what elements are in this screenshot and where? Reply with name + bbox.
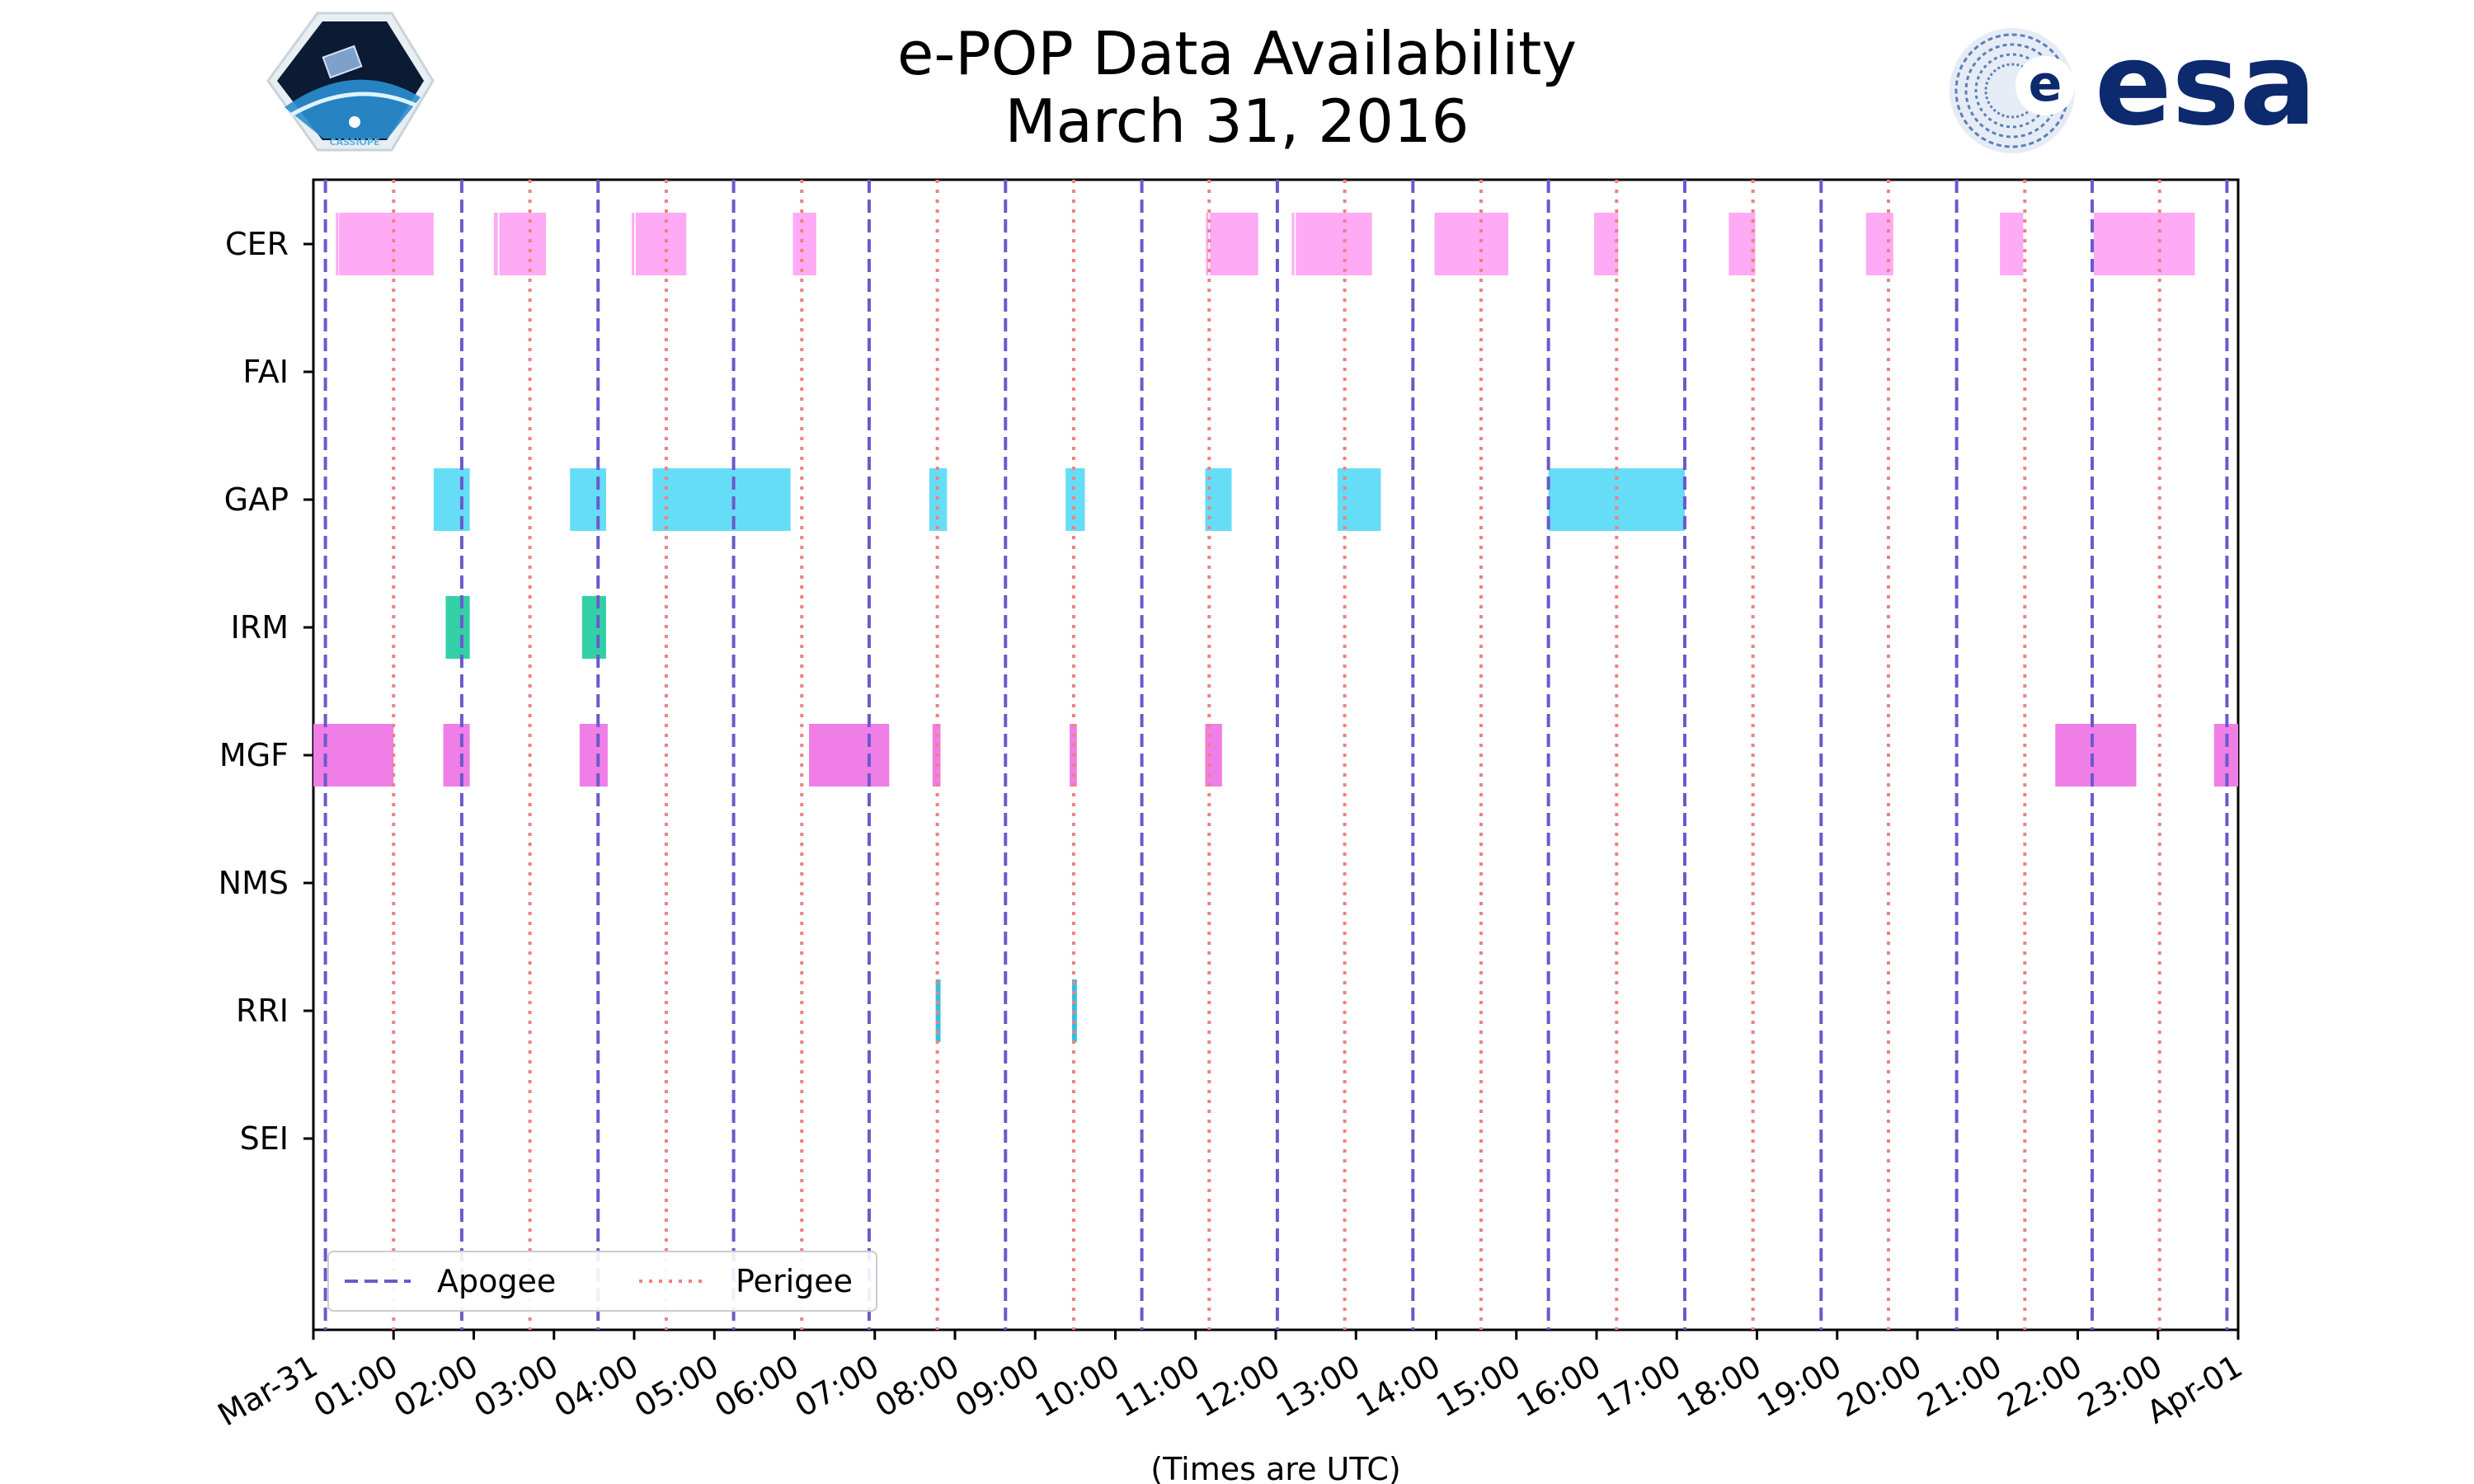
- bar-cer-8: [1210, 213, 1258, 275]
- bar-cer-2: [493, 213, 498, 275]
- xtick-label-19: 19:00: [1751, 1348, 1847, 1425]
- ytick-label-mgf: MGF: [219, 737, 289, 773]
- xtick-label-15: 15:00: [1430, 1348, 1526, 1425]
- ytick-label-gap: GAP: [224, 481, 289, 518]
- bar-cer-7: [1206, 213, 1209, 275]
- xtick-label-20: 20:00: [1832, 1348, 1928, 1425]
- xtick-label-10: 10:00: [1029, 1348, 1126, 1425]
- bar-gap-2: [652, 468, 791, 531]
- x-axis-label: (Times are UTC): [1150, 1451, 1400, 1484]
- bar-gap-1: [570, 468, 606, 531]
- xtick-label-16: 16:00: [1511, 1348, 1607, 1425]
- xtick-label-8: 08:00: [869, 1348, 966, 1425]
- ytick-label-irm: IRM: [231, 609, 289, 646]
- bar-mgf-3: [809, 724, 890, 787]
- bar-cer-14: [1865, 213, 1893, 275]
- bar-cer-0: [336, 213, 339, 275]
- esa-logo-mark: e: [2029, 55, 2062, 113]
- xtick-label-18: 18:00: [1671, 1348, 1767, 1425]
- ytick-label-rri: RRI: [236, 993, 289, 1029]
- ytick-label-fai: FAI: [242, 354, 289, 390]
- xtick-label-4: 04:00: [548, 1348, 645, 1425]
- cassiope-logo-text: CASSIOPE: [330, 137, 380, 148]
- legend: Apogee Perigee: [327, 1251, 877, 1312]
- bar-cer-16: [2093, 213, 2195, 275]
- bar-cer-11: [1434, 213, 1509, 275]
- xtick-label-2: 02:00: [388, 1348, 484, 1425]
- bar-cer-9: [1291, 213, 1295, 275]
- xtick-label-17: 17:00: [1591, 1348, 1687, 1425]
- chart-title-line2: March 31, 2016: [1005, 87, 1470, 156]
- xtick-label-0: Mar-31: [212, 1348, 324, 1434]
- xtick-label-7: 07:00: [788, 1348, 885, 1425]
- legend-perigee-label: Perigee: [736, 1263, 853, 1299]
- bar-mgf-7: [2055, 724, 2137, 787]
- bar-cer-4: [632, 213, 635, 275]
- xtick-label-22: 22:00: [1992, 1348, 2088, 1425]
- ytick-label-cer: CER: [225, 226, 289, 262]
- apogee-lines: [323, 180, 2229, 1330]
- chart-title-line1: e-POP Data Availability: [897, 19, 1577, 88]
- esa-logo-text: esa: [2095, 18, 2316, 151]
- bar-cer-5: [635, 213, 687, 275]
- xtick-label-1: 01:00: [308, 1348, 404, 1425]
- bar-cer-3: [499, 213, 547, 275]
- cassiope-logo: CASSIOPE: [266, 12, 435, 152]
- bar-cer-10: [1296, 213, 1372, 275]
- bar-cer-1: [339, 213, 434, 275]
- bar-cer-13: [1729, 213, 1756, 275]
- xtick-label-3: 03:00: [468, 1348, 564, 1425]
- xtick-label-5: 05:00: [628, 1348, 725, 1425]
- bar-cer-6: [793, 213, 816, 275]
- legend-box: [327, 1251, 877, 1312]
- xtick-label-11: 11:00: [1109, 1348, 1206, 1425]
- x-axis: Mar-3101:0002:0003:0004:0005:0006:0007:0…: [212, 1330, 2249, 1433]
- y-axis: CER FAI GAP IRM MGF NMS RRI SEI: [219, 226, 313, 1157]
- bar-gap-0: [433, 468, 470, 531]
- xtick-label-14: 14:00: [1350, 1348, 1446, 1425]
- xtick-label-12: 12:00: [1190, 1348, 1286, 1425]
- xtick-label-9: 09:00: [949, 1348, 1046, 1425]
- esa-logo: e esa: [1950, 18, 2316, 153]
- bar-mgf-6: [1205, 724, 1222, 787]
- bar-mgf-1: [443, 724, 470, 787]
- bar-cer-12: [1594, 213, 1619, 275]
- bar-cer-15: [2000, 213, 2024, 275]
- ytick-label-nms: NMS: [219, 865, 289, 901]
- ytick-label-sei: SEI: [240, 1120, 289, 1157]
- xtick-label-21: 21:00: [1912, 1348, 2008, 1425]
- perigee-lines: [392, 180, 2161, 1330]
- xtick-label-13: 13:00: [1270, 1348, 1366, 1425]
- bar-irm-0: [445, 596, 470, 659]
- legend-apogee-label: Apogee: [437, 1263, 556, 1299]
- xtick-label-6: 06:00: [708, 1348, 805, 1425]
- bar-irm-1: [581, 596, 606, 659]
- bar-mgf-2: [579, 724, 608, 787]
